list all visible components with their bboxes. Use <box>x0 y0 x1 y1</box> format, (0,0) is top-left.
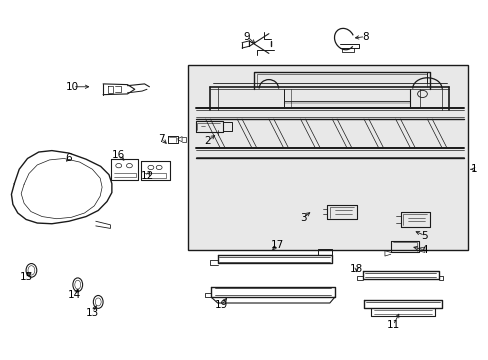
Text: 14: 14 <box>68 291 81 301</box>
Bar <box>188 65 467 250</box>
Text: 7: 7 <box>158 134 164 144</box>
Text: 5: 5 <box>421 231 427 240</box>
Text: 4: 4 <box>421 245 427 255</box>
Text: 15: 15 <box>20 272 33 282</box>
Text: 2: 2 <box>204 136 211 145</box>
Text: 1: 1 <box>469 164 476 174</box>
Text: 8: 8 <box>362 32 368 41</box>
Text: 3: 3 <box>299 213 305 222</box>
Text: 9: 9 <box>243 32 250 41</box>
Text: 11: 11 <box>386 320 399 330</box>
Text: 17: 17 <box>270 239 283 249</box>
Text: 13: 13 <box>85 308 99 318</box>
Text: 10: 10 <box>66 82 79 92</box>
Text: 18: 18 <box>349 264 363 274</box>
Text: 19: 19 <box>215 300 228 310</box>
Text: 16: 16 <box>112 150 125 160</box>
Text: 12: 12 <box>140 171 153 181</box>
Text: 6: 6 <box>65 153 72 163</box>
